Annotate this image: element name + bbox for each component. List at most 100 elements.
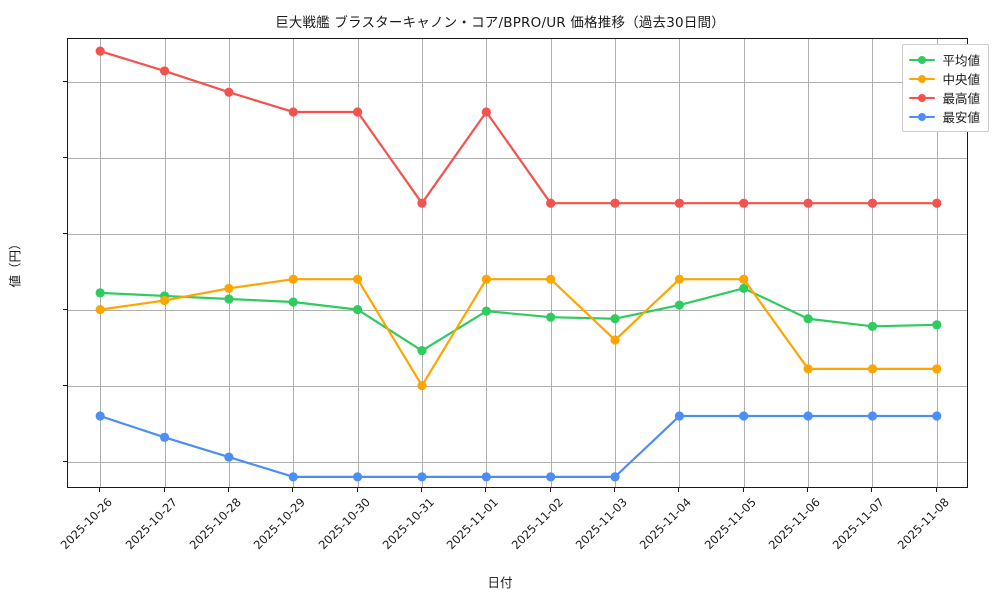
grid-line-vertical	[228, 39, 230, 487]
legend-label: 最高値	[942, 91, 980, 106]
data-point	[803, 411, 813, 421]
x-tick-mark	[549, 488, 551, 492]
series-line	[99, 414, 938, 478]
data-point	[95, 46, 105, 56]
x-tick-mark	[163, 488, 165, 492]
data-point	[674, 198, 684, 208]
legend-marker-icon	[909, 111, 936, 123]
x-tick-mark	[678, 488, 680, 492]
x-tick-mark	[99, 488, 101, 492]
data-point	[546, 312, 556, 322]
data-point	[417, 472, 427, 482]
data-point	[932, 364, 942, 374]
chart-title: 巨大戦艦 ブラスターキャノン・コア/BPRO/UR 価格推移（過去30日間）	[275, 15, 725, 31]
data-point	[417, 381, 427, 391]
data-point	[610, 335, 620, 345]
grid-line-horizontal	[68, 309, 967, 311]
data-point	[803, 198, 813, 208]
legend-item[interactable]: 中央値	[909, 69, 980, 88]
x-tick-mark	[807, 488, 809, 492]
data-point	[159, 66, 170, 76]
series-layer	[95, 46, 942, 482]
chart-legend: 平均値 中央値最高値最安値	[902, 44, 989, 132]
grid-line-vertical	[936, 39, 938, 487]
plot-area	[67, 38, 968, 488]
legend-item[interactable]: 最安値	[909, 107, 980, 126]
data-point	[288, 107, 298, 117]
data-point	[867, 411, 878, 421]
data-point	[546, 472, 556, 482]
data-point	[417, 198, 427, 208]
data-point	[95, 305, 105, 315]
series-line	[99, 287, 938, 352]
grid-line-vertical	[100, 39, 102, 487]
data-point	[288, 297, 298, 307]
grid-line-vertical	[872, 39, 874, 487]
x-tick-mark	[227, 488, 229, 492]
data-point	[95, 411, 105, 421]
data-point	[546, 274, 556, 284]
data-point	[481, 274, 491, 284]
data-point	[674, 300, 684, 310]
grid-line-vertical	[808, 39, 810, 487]
data-point	[353, 107, 363, 117]
data-point	[417, 346, 427, 356]
x-tick-mark	[614, 488, 616, 492]
x-tick-mark	[935, 488, 937, 492]
x-tick-mark	[742, 488, 744, 492]
grid-line-vertical	[743, 39, 745, 487]
data-point	[95, 288, 105, 298]
y-axis-label: 値（円）	[7, 237, 23, 288]
x-tick-mark	[420, 488, 422, 492]
y-tick-mark	[63, 460, 67, 462]
grid-line-horizontal	[68, 81, 967, 83]
data-point	[610, 314, 620, 324]
y-tick-mark	[63, 384, 67, 386]
data-point	[224, 452, 234, 462]
grid-line-horizontal	[68, 157, 967, 159]
series-line	[99, 50, 938, 205]
data-point	[546, 198, 556, 208]
y-tick-mark	[63, 232, 67, 234]
data-point	[674, 411, 684, 421]
data-point	[739, 274, 749, 284]
grid-line-horizontal	[68, 385, 967, 387]
data-point	[610, 198, 620, 208]
legend-label: 平均値	[942, 53, 980, 68]
data-point	[224, 87, 234, 97]
data-point	[674, 274, 684, 284]
grid-line-vertical	[486, 39, 488, 487]
grid-line-horizontal	[68, 461, 967, 463]
data-point	[224, 294, 234, 304]
data-point	[867, 198, 878, 208]
data-point	[288, 274, 298, 284]
legend-item[interactable]: 最高値	[909, 88, 980, 107]
data-point	[159, 295, 170, 306]
x-tick-mark	[485, 488, 487, 492]
grid-line-vertical	[164, 39, 166, 487]
x-tick-mark	[292, 488, 294, 492]
legend-marker-icon	[909, 92, 936, 104]
data-point	[353, 472, 363, 482]
data-point	[803, 314, 813, 324]
data-point	[867, 321, 878, 331]
legend-label: 最安値	[942, 110, 980, 125]
data-point	[353, 305, 363, 315]
data-point	[932, 411, 942, 421]
data-point	[224, 283, 234, 293]
legend-item[interactable]: 平均値	[909, 50, 980, 69]
grid-line-horizontal	[68, 233, 967, 235]
legend-marker-icon	[909, 73, 936, 85]
data-point	[159, 432, 170, 442]
grid-line-vertical	[357, 39, 359, 487]
data-point	[932, 320, 942, 330]
x-tick-mark	[871, 488, 873, 492]
grid-line-vertical	[421, 39, 423, 487]
data-point	[739, 198, 749, 208]
data-point	[481, 107, 491, 117]
x-tick-mark	[356, 488, 358, 492]
legend-marker-icon	[909, 54, 936, 66]
data-point	[739, 283, 749, 293]
grid-line-vertical	[550, 39, 552, 487]
